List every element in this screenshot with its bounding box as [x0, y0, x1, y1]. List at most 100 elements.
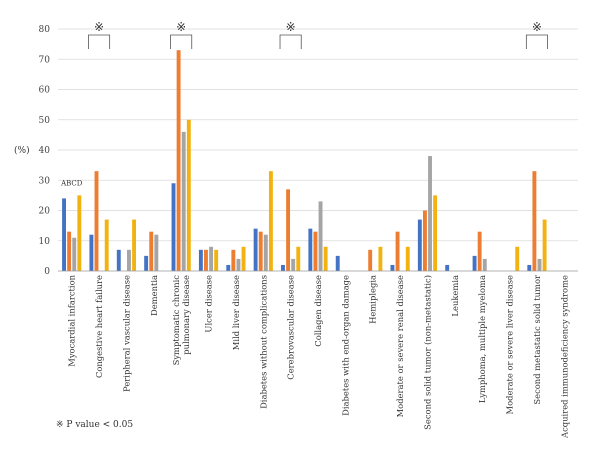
bar-a [198, 249, 203, 271]
footnote: ※ P value < 0.05 [56, 420, 133, 430]
y-tick-label: 80 [39, 25, 51, 35]
bar-a [417, 219, 422, 271]
significance-mark: ※ [532, 20, 542, 34]
bar-c [318, 201, 323, 271]
bar-b [368, 249, 373, 271]
y-tick-label: 40 [39, 146, 51, 156]
y-tick-label: 20 [39, 207, 51, 217]
x-category-label: Diabetes without complications [258, 275, 268, 409]
bar-c [291, 258, 296, 271]
bar-a [390, 264, 395, 271]
significance-brackets: ※ ※ ※ ※ [88, 20, 548, 49]
bar-b [532, 171, 537, 271]
bar-a [281, 264, 285, 271]
bar-d [268, 171, 273, 271]
x-category-label: Collagen disease [313, 275, 323, 347]
x-category-label: Congestive heart failure [94, 275, 104, 378]
x-category-label: Diabetes with end-organ damage [340, 275, 350, 416]
x-category-label: Hemiplegia [368, 275, 378, 324]
bar-d [323, 246, 328, 271]
x-category-label: Dementia [149, 275, 159, 316]
significance-mark: ※ [176, 20, 186, 34]
bar-d [214, 249, 219, 271]
bar-d [241, 246, 246, 271]
bar-b [149, 231, 154, 271]
y-tick-label: 50 [39, 116, 51, 126]
bar-c [482, 258, 487, 271]
bar-b [176, 50, 181, 271]
bar-a [62, 198, 66, 271]
bar-c [236, 258, 241, 271]
x-category-label: Mild liver disease [231, 275, 241, 350]
bar-a [171, 183, 176, 271]
x-category-label: Lymphoma, multiple myeloma [477, 275, 487, 403]
bar-b [313, 231, 318, 271]
x-category-label: Myocardial infarction [67, 274, 77, 366]
bar-b [395, 231, 400, 271]
grid-lines [58, 28, 578, 242]
bar-d [104, 219, 109, 271]
x-category-label: Acquired immunodeficiency syndrome [559, 275, 569, 439]
bar-d [405, 246, 410, 271]
y-tick-label: 30 [39, 176, 51, 186]
bar-d [433, 195, 438, 271]
significance-mark: ※ [286, 20, 296, 34]
y-tick-label: 60 [39, 86, 51, 96]
bar-a [445, 264, 450, 271]
bar-a [527, 264, 532, 271]
bar-d [378, 246, 383, 271]
bar-c [263, 234, 268, 271]
bar-b [286, 189, 291, 271]
y-axis-label: (%) [14, 145, 30, 156]
x-category-label: Moderate or severe liver disease [505, 275, 515, 414]
bar-d [515, 246, 520, 271]
x-category-label: Cerebrovascular disease [286, 275, 296, 380]
bar-b [204, 249, 208, 271]
y-tick-label: 10 [39, 237, 51, 247]
y-tick-label: 70 [39, 55, 51, 65]
x-category-label: Leukemia [450, 275, 460, 317]
bar-b [67, 231, 72, 271]
x-category-label: Ulcer disease [204, 275, 214, 333]
x-category-label: pulmonary disease [181, 275, 191, 355]
bar-d [296, 246, 301, 271]
bar-d [186, 119, 191, 271]
bar-c [154, 234, 159, 271]
bar-a [89, 234, 94, 271]
bar-c [181, 131, 186, 271]
bar-b [477, 231, 482, 271]
significance-bracket [170, 34, 193, 49]
bar-c [209, 246, 214, 271]
bar-c [72, 237, 77, 271]
y-tick-label: 0 [44, 267, 50, 277]
bar-c [127, 249, 131, 271]
x-category-label: Peripheral vascular disease [121, 275, 131, 392]
bars [62, 50, 547, 271]
bar-d [542, 219, 547, 271]
significance-bracket [525, 34, 548, 49]
bar-b [231, 249, 236, 271]
bar-c [537, 258, 542, 271]
significance-mark: ※ [94, 20, 104, 34]
category-labels: Myocardial infarction Congestive heart fa… [67, 274, 570, 439]
x-category-label: Second solid tumor (non-metastatic) [422, 275, 432, 430]
bar-b [422, 210, 427, 271]
bar-b [258, 231, 263, 271]
bar-a [308, 228, 313, 271]
x-category-label: Second metastatic solid tumor [532, 275, 542, 405]
bar-c [428, 156, 432, 271]
bar-a [472, 255, 477, 271]
bar-a [253, 228, 258, 271]
bar-b [94, 171, 99, 271]
y-axis-ticks: 0 10 20 30 40 50 60 70 80 [39, 25, 51, 277]
series-label-abcd: ABCD [60, 179, 83, 187]
significance-bracket [279, 34, 302, 49]
x-category-label: Moderate or severe renal disease [395, 275, 405, 417]
bar-d [132, 219, 137, 271]
bar-a [335, 255, 340, 271]
x-category-label: Symptomatic chronic [171, 275, 181, 366]
bar-a [144, 255, 149, 271]
bar-a [116, 249, 121, 271]
bar-d [77, 195, 82, 271]
